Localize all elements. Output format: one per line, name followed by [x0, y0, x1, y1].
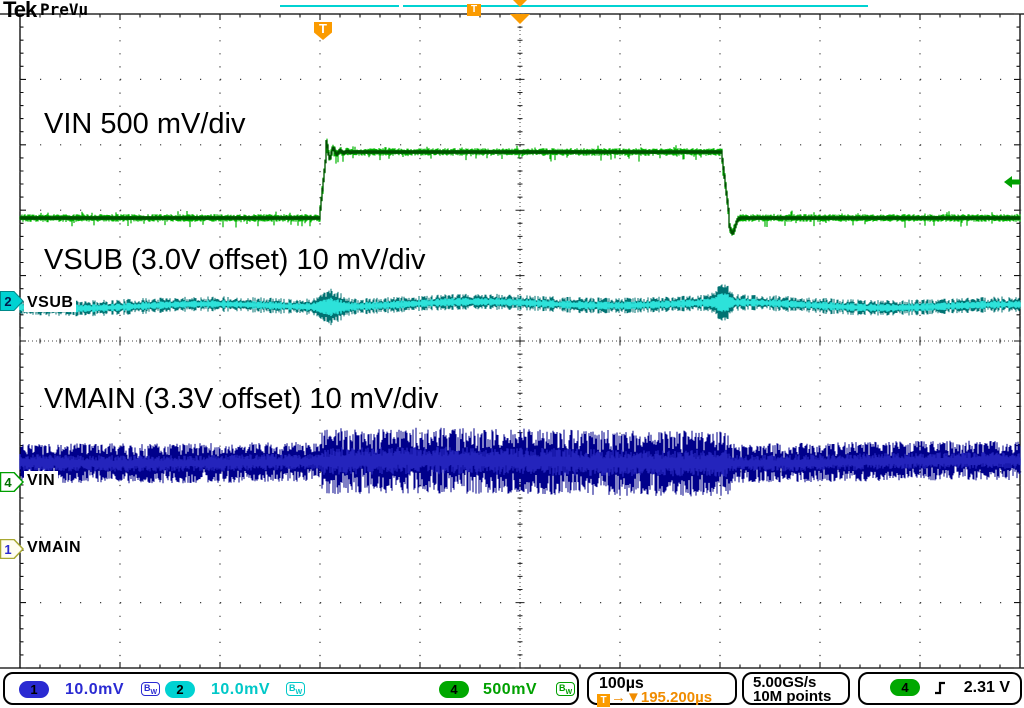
record-trigger-t-icon: T	[467, 4, 481, 16]
record-bar-segment	[403, 5, 868, 7]
trigger-level-arrow-icon[interactable]	[1004, 176, 1020, 188]
vertical-scales-box: 1 10.0mV BW 2 10.0mV BW 4 500mV BW	[3, 672, 579, 705]
bandwidth-limit-icon: BW	[141, 682, 161, 696]
annotation-vmain: VMAIN (3.3V offset) 10 mV/div	[44, 383, 439, 415]
tek-logo: Tek	[3, 0, 37, 22]
channel-4-scale: 500mV	[483, 681, 538, 698]
rising-edge-slope-icon	[935, 681, 945, 695]
annotation-vin: VIN 500 mV/div	[44, 108, 246, 140]
waveforms	[19, 138, 1021, 497]
annotation-vsub: VSUB (3.0V offset) 10 mV/div	[44, 244, 426, 276]
trigger-t-icon: T	[597, 694, 610, 707]
channel-4-position-marker[interactable]: 4	[0, 472, 25, 492]
sample-rate: 5.00GS/s	[753, 674, 817, 691]
channel-4-label: VIN	[24, 471, 59, 490]
channel-1-position-marker[interactable]: 1	[0, 539, 25, 559]
bandwidth-limit-icon: BW	[286, 682, 306, 696]
channel-2-badge[interactable]: 2	[165, 681, 195, 698]
channel-4-badge[interactable]: 4	[439, 681, 469, 698]
channel-1-label: VMAIN	[24, 538, 85, 557]
trigger-position-marker-icon[interactable]	[510, 14, 530, 24]
record-bar-segment	[280, 5, 399, 7]
trigger-box: 4 2.31 V	[858, 672, 1022, 705]
svg-text:4: 4	[4, 475, 12, 490]
status-bar: 1 10.0mV BW 2 10.0mV BW 4 500mV BW 100µs…	[0, 671, 1024, 708]
channel-1-badge[interactable]: 1	[19, 681, 49, 698]
channel-2-label: VSUB	[24, 293, 77, 312]
record-length: 10M points	[753, 688, 832, 705]
trigger-point-t-icon[interactable]: T	[314, 22, 332, 40]
trigger-level-value: 2.31 V	[963, 679, 1010, 696]
horizontal-box: 100µs T →▼195.200µs	[587, 672, 737, 707]
acquisition-mode-label: PreVu	[40, 0, 89, 19]
bandwidth-limit-icon: BW	[556, 682, 576, 696]
record-position-marker-icon	[513, 0, 527, 7]
delay-value: 195.200µs	[640, 689, 713, 706]
channel-1-scale: 10.0mV	[65, 681, 125, 698]
channel-2-scale: 10.0mV	[211, 681, 271, 698]
trigger-delay-readout: T →▼195.200µs	[597, 689, 712, 707]
svg-text:2: 2	[4, 294, 11, 309]
trigger-source-badge[interactable]: 4	[890, 679, 920, 696]
channel-2-position-marker[interactable]: 2	[0, 291, 25, 311]
acquisition-box: 5.00GS/s 10M points	[742, 672, 850, 705]
timebase-scale: 100µs	[599, 675, 644, 692]
svg-text:1: 1	[4, 542, 11, 557]
delay-arrows-icon: →▼	[611, 689, 641, 706]
